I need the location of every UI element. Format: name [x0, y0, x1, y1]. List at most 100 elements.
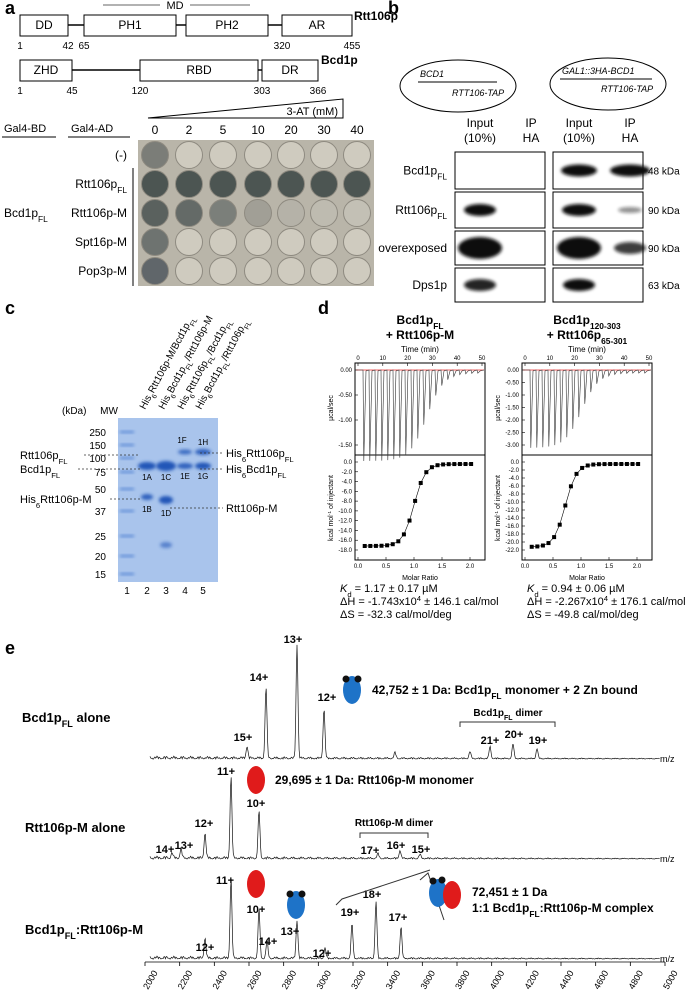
text-part: Rtt106p	[395, 203, 437, 217]
label: 3400	[384, 969, 403, 991]
text-part: ± 176.1 cal/mol	[608, 596, 685, 608]
protein-name: Rtt106p	[354, 9, 398, 23]
text-part: Rtt106p-M alone	[25, 820, 125, 835]
label: -18.0	[505, 532, 519, 538]
label: 10	[546, 356, 553, 362]
gel-band	[141, 494, 153, 500]
label: 17+	[389, 912, 408, 924]
text-part: + Rtt106p	[547, 328, 601, 342]
label: 13+	[175, 840, 194, 852]
zinc-icon	[438, 876, 446, 884]
label: MW	[100, 406, 118, 417]
protein-icon	[429, 879, 447, 907]
label: -6.0	[342, 489, 353, 495]
yeast-spot	[343, 170, 371, 198]
blot-band	[458, 237, 502, 259]
label: 14+	[156, 844, 175, 856]
label: -14.0	[338, 528, 352, 534]
blot-band	[610, 164, 650, 177]
yeast-spot	[310, 199, 338, 227]
text-part: 29,695 ± 1 Da: Rtt106p-M monomer	[275, 773, 474, 787]
text-part: :Rtt106p-M complex	[540, 901, 654, 915]
text-part: FL	[437, 172, 447, 182]
label: Rtt106p-M alone	[25, 820, 125, 835]
label: 37	[95, 507, 107, 518]
label: 19+	[529, 735, 548, 747]
label: 0.00	[340, 368, 352, 374]
zinc-icon	[342, 675, 350, 683]
text-part: Bcd1p	[553, 313, 590, 327]
gel-band	[120, 554, 134, 558]
label: Bcd1p120-303	[553, 313, 621, 331]
label: 3-AT (mM)	[286, 106, 338, 118]
label: 10	[379, 356, 386, 362]
text-part: ΔH = -1.743x10	[340, 596, 417, 608]
label: 0.0	[521, 564, 530, 570]
yeast-spot	[310, 257, 338, 285]
label: 42	[62, 41, 74, 52]
text-part: FL	[185, 361, 195, 372]
label: 2600	[245, 969, 264, 991]
gel-band	[159, 496, 173, 504]
domain	[261, 59, 319, 82]
label: IP	[525, 116, 536, 130]
label: 0.0	[511, 460, 520, 466]
label: -4.0	[509, 476, 520, 482]
label: (10%)	[563, 131, 595, 145]
label: 30	[596, 356, 603, 362]
yeast-cell	[399, 59, 517, 113]
label: 4	[182, 586, 188, 597]
text-part: 4	[417, 594, 422, 603]
label: Bcd1pFL	[403, 164, 447, 182]
label: 13+	[284, 634, 303, 646]
domain	[281, 14, 353, 37]
label: IP	[624, 116, 635, 130]
label: RBD	[186, 63, 212, 77]
label: -14.0	[505, 516, 519, 522]
label: 40	[454, 356, 461, 362]
text-part: 4	[604, 594, 609, 603]
text-part: Bcd1p	[20, 464, 51, 476]
label: 40	[350, 123, 364, 137]
text-part: alone	[73, 710, 111, 725]
label: 10	[251, 123, 265, 137]
yeast-spot	[141, 141, 169, 169]
yeast-spot	[310, 228, 338, 256]
label: -8.0	[342, 499, 353, 505]
zinc-icon	[298, 890, 306, 898]
text-part: 6	[242, 471, 246, 480]
gel-band	[160, 542, 172, 548]
text-part: Rtt106p	[75, 177, 117, 191]
label: 2.0	[633, 564, 642, 570]
blot-band	[557, 237, 601, 259]
text-part: 6	[188, 393, 196, 400]
label: Bcd1pFL	[4, 206, 48, 224]
label: kcal mol-1 of injectant	[494, 475, 503, 541]
label: 12+	[318, 692, 337, 704]
label: 14+	[259, 936, 278, 948]
text-part: FL	[285, 455, 295, 464]
gel-band	[195, 449, 211, 455]
label: His6Rtt106pFL	[226, 448, 294, 464]
label: Dps1p	[412, 278, 447, 292]
label: Pop3p-M	[78, 264, 127, 278]
label: 5	[220, 123, 227, 137]
label: 120	[132, 86, 149, 97]
label: Time (min)	[568, 345, 606, 354]
label: 29,695 ± 1 Da: Rtt106p-M monomer	[275, 773, 474, 787]
label: 1	[17, 41, 23, 52]
text-part: His	[20, 494, 36, 506]
gel-band	[120, 456, 134, 460]
gel-band	[120, 572, 134, 576]
text-part: 6	[150, 393, 158, 400]
label: m/z	[660, 754, 675, 764]
label: ΔS = -32.3 cal/mol/deg	[340, 609, 452, 621]
label: 2	[144, 586, 150, 597]
text-part: -1	[494, 511, 500, 516]
label: 90 kDa	[648, 244, 680, 255]
label: m/z	[660, 854, 675, 864]
domain	[83, 14, 177, 37]
panel-label: a	[5, 0, 16, 18]
label: 1	[124, 586, 130, 597]
